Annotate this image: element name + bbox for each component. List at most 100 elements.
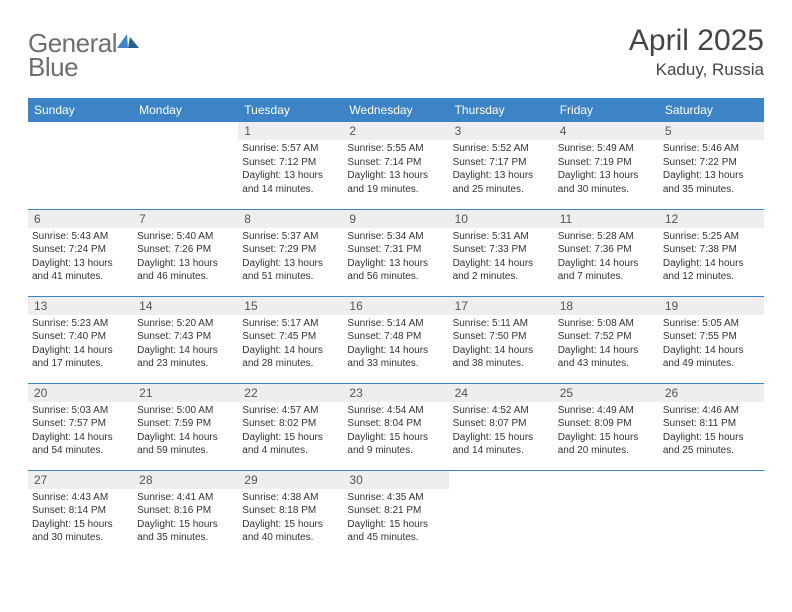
calendar-cell: 1Sunrise: 5:57 AMSunset: 7:12 PMDaylight…: [238, 122, 343, 209]
day-details: Sunrise: 4:46 AMSunset: 8:11 PMDaylight:…: [663, 404, 760, 458]
calendar-row: 13 Sunrise: 5:23 AMSunset: 7:40 PMDayligh…: [28, 296, 764, 383]
calendar-cell-empty: [659, 470, 764, 557]
day-number: 23: [343, 384, 448, 402]
day-number: 12: [659, 210, 764, 228]
day-details: Sunrise: 5:08 AMSunset: 7:52 PMDaylight:…: [558, 317, 655, 371]
day-number: 16: [343, 297, 448, 315]
brand-word-2: Blue: [28, 52, 78, 82]
day-details: Sunrise: 5:17 AMSunset: 7:45 PMDaylight:…: [242, 317, 339, 371]
day-details: Sunrise: 4:49 AMSunset: 8:09 PMDaylight:…: [558, 404, 655, 458]
day-number: 17: [449, 297, 554, 315]
weekday-header: Friday: [554, 98, 659, 122]
weekday-header: Saturday: [659, 98, 764, 122]
day-details: Sunrise: 4:41 AMSunset: 8:16 PMDaylight:…: [137, 491, 234, 545]
day-number: 24: [449, 384, 554, 402]
day-number: 20: [28, 384, 133, 402]
calendar-cell: 29Sunrise: 4:38 AMSunset: 8:18 PMDayligh…: [238, 470, 343, 557]
calendar-cell: 24 Sunrise: 4:52 AMSunset: 8:07 PMDayligh…: [449, 383, 554, 470]
calendar-body: 1Sunrise: 5:57 AMSunset: 7:12 PMDaylight…: [28, 122, 764, 557]
day-details: Sunrise: 4:54 AMSunset: 8:04 PMDaylight:…: [347, 404, 444, 458]
weekday-header: Wednesday: [343, 98, 448, 122]
day-number: 28: [133, 471, 238, 489]
calendar-cell: 2Sunrise: 5:55 AMSunset: 7:14 PMDaylight…: [343, 122, 448, 209]
day-number: 29: [238, 471, 343, 489]
day-details: Sunrise: 5:05 AMSunset: 7:55 PMDaylight:…: [663, 317, 760, 371]
day-details: Sunrise: 5:28 AMSunset: 7:36 PMDaylight:…: [558, 230, 655, 284]
calendar-cell: 6Sunrise: 5:43 AMSunset: 7:24 PMDaylight…: [28, 209, 133, 296]
day-number: 4: [554, 122, 659, 140]
calendar-cell: 10 Sunrise: 5:31 AMSunset: 7:33 PMDayligh…: [449, 209, 554, 296]
day-details: Sunrise: 4:35 AMSunset: 8:21 PMDaylight:…: [347, 491, 444, 545]
calendar-cell-empty: [449, 470, 554, 557]
calendar-cell: 28 Sunrise: 4:41 AMSunset: 8:16 PMDayligh…: [133, 470, 238, 557]
day-number: 6: [28, 210, 133, 228]
weekday-header: Monday: [133, 98, 238, 122]
calendar-cell: 18 Sunrise: 5:08 AMSunset: 7:52 PMDayligh…: [554, 296, 659, 383]
day-number: 8: [238, 210, 343, 228]
location: Kaduy, Russia: [629, 60, 764, 80]
calendar-cell: 21 Sunrise: 5:00 AMSunset: 7:59 PMDayligh…: [133, 383, 238, 470]
calendar-cell: 25 Sunrise: 4:49 AMSunset: 8:09 PMDayligh…: [554, 383, 659, 470]
day-details: Sunrise: 5:03 AMSunset: 7:57 PMDaylight:…: [32, 404, 129, 458]
weekday-header: Tuesday: [238, 98, 343, 122]
calendar-row: 1Sunrise: 5:57 AMSunset: 7:12 PMDaylight…: [28, 122, 764, 209]
day-number: 10: [449, 210, 554, 228]
weekday-header-row: Sunday Monday Tuesday Wednesday Thursday…: [28, 98, 764, 122]
day-number: 30: [343, 471, 448, 489]
day-number: 15: [238, 297, 343, 315]
day-number: 25: [554, 384, 659, 402]
weekday-header: Sunday: [28, 98, 133, 122]
day-details: Sunrise: 5:00 AMSunset: 7:59 PMDaylight:…: [137, 404, 234, 458]
calendar-cell: 3Sunrise: 5:52 AMSunset: 7:17 PMDaylight…: [449, 122, 554, 209]
day-details: Sunrise: 5:11 AMSunset: 7:50 PMDaylight:…: [453, 317, 550, 371]
month-title: April 2025: [629, 24, 764, 58]
day-number: 13: [28, 297, 133, 315]
day-number: 5: [659, 122, 764, 140]
day-details: Sunrise: 5:23 AMSunset: 7:40 PMDaylight:…: [32, 317, 129, 371]
calendar-cell: 13 Sunrise: 5:23 AMSunset: 7:40 PMDayligh…: [28, 296, 133, 383]
calendar-cell: 8 Sunrise: 5:37 AMSunset: 7:29 PMDaylight…: [238, 209, 343, 296]
calendar-cell: 15 Sunrise: 5:17 AMSunset: 7:45 PMDayligh…: [238, 296, 343, 383]
day-details: Sunrise: 5:46 AMSunset: 7:22 PMDaylight:…: [663, 142, 760, 196]
calendar-cell: 19 Sunrise: 5:05 AMSunset: 7:55 PMDayligh…: [659, 296, 764, 383]
calendar-cell: 26 Sunrise: 4:46 AMSunset: 8:11 PMDayligh…: [659, 383, 764, 470]
day-details: Sunrise: 5:14 AMSunset: 7:48 PMDaylight:…: [347, 317, 444, 371]
calendar-cell: 5 Sunrise: 5:46 AMSunset: 7:22 PMDaylight…: [659, 122, 764, 209]
day-details: Sunrise: 5:52 AMSunset: 7:17 PMDaylight:…: [453, 142, 550, 196]
calendar-page: General April 2025 Kaduy, Russia Blue Su…: [0, 0, 792, 557]
day-number: 22: [238, 384, 343, 402]
day-details: Sunrise: 4:57 AMSunset: 8:02 PMDaylight:…: [242, 404, 339, 458]
calendar-table: Sunday Monday Tuesday Wednesday Thursday…: [28, 98, 764, 557]
calendar-cell: 7Sunrise: 5:40 AMSunset: 7:26 PMDaylight…: [133, 209, 238, 296]
calendar-cell: 23 Sunrise: 4:54 AMSunset: 8:04 PMDayligh…: [343, 383, 448, 470]
day-number: 1: [238, 122, 343, 140]
calendar-cell: 11 Sunrise: 5:28 AMSunset: 7:36 PMDayligh…: [554, 209, 659, 296]
calendar-cell: 20 Sunrise: 5:03 AMSunset: 7:57 PMDayligh…: [28, 383, 133, 470]
day-number: 18: [554, 297, 659, 315]
day-details: Sunrise: 5:49 AMSunset: 7:19 PMDaylight:…: [558, 142, 655, 196]
day-details: Sunrise: 5:31 AMSunset: 7:33 PMDaylight:…: [453, 230, 550, 284]
day-details: Sunrise: 5:37 AMSunset: 7:29 PMDaylight:…: [242, 230, 339, 284]
calendar-cell: 12Sunrise: 5:25 AMSunset: 7:38 PMDayligh…: [659, 209, 764, 296]
brand-triangle-icon: [117, 32, 139, 55]
title-block: April 2025 Kaduy, Russia: [629, 24, 764, 80]
day-number: 19: [659, 297, 764, 315]
calendar-row: 27 Sunrise: 4:43 AMSunset: 8:14 PMDayligh…: [28, 470, 764, 557]
calendar-cell: 22 Sunrise: 4:57 AMSunset: 8:02 PMDayligh…: [238, 383, 343, 470]
calendar-cell: 30 Sunrise: 4:35 AMSunset: 8:21 PMDayligh…: [343, 470, 448, 557]
day-number: 11: [554, 210, 659, 228]
calendar-cell: 17 Sunrise: 5:11 AMSunset: 7:50 PMDayligh…: [449, 296, 554, 383]
calendar-cell: 14Sunrise: 5:20 AMSunset: 7:43 PMDayligh…: [133, 296, 238, 383]
day-details: Sunrise: 5:55 AMSunset: 7:14 PMDaylight:…: [347, 142, 444, 196]
calendar-cell: 9Sunrise: 5:34 AMSunset: 7:31 PMDaylight…: [343, 209, 448, 296]
day-number: 14: [133, 297, 238, 315]
weekday-header: Thursday: [449, 98, 554, 122]
day-number: 26: [659, 384, 764, 402]
header: General April 2025 Kaduy, Russia: [28, 24, 764, 80]
day-details: Sunrise: 5:40 AMSunset: 7:26 PMDaylight:…: [137, 230, 234, 284]
calendar-row: 6Sunrise: 5:43 AMSunset: 7:24 PMDaylight…: [28, 209, 764, 296]
day-details: Sunrise: 4:43 AMSunset: 8:14 PMDaylight:…: [32, 491, 129, 545]
day-number: 21: [133, 384, 238, 402]
day-details: Sunrise: 4:52 AMSunset: 8:07 PMDaylight:…: [453, 404, 550, 458]
day-number: 27: [28, 471, 133, 489]
